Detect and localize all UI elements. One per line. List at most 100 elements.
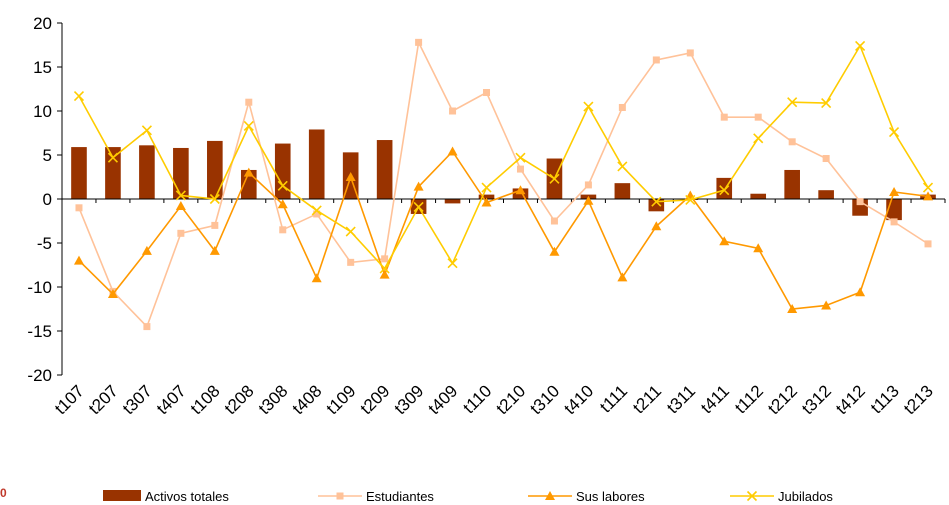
point-estudiantes bbox=[618, 103, 626, 111]
bar-activos-totales bbox=[478, 194, 495, 199]
x-tick-label: t408 bbox=[289, 381, 326, 418]
point-estudiantes bbox=[177, 229, 185, 237]
bar-activos-totales bbox=[207, 140, 223, 199]
x-tick-label: t312 bbox=[798, 381, 835, 418]
point-jubilados bbox=[447, 258, 458, 269]
legend-label-sus-labores: Sus labores bbox=[576, 489, 645, 504]
x-tick-label: t109 bbox=[323, 381, 360, 418]
point-sus-labores bbox=[175, 201, 186, 211]
y-tick-label: 20 bbox=[33, 14, 52, 33]
y-tick-label: 0 bbox=[43, 190, 52, 209]
x-tick-label: t207 bbox=[85, 381, 122, 418]
x-tick-label: t412 bbox=[832, 381, 869, 418]
point-estudiantes bbox=[788, 138, 796, 146]
point-jubilados bbox=[141, 125, 152, 136]
x-tick-label: t309 bbox=[391, 381, 428, 418]
x-tick-label: t311 bbox=[663, 381, 699, 417]
point-jubilados bbox=[685, 194, 696, 205]
point-jubilados bbox=[922, 182, 934, 193]
point-sus-labores bbox=[277, 199, 288, 209]
point-sus-labores bbox=[379, 269, 390, 279]
bar-activos-totales bbox=[614, 183, 631, 199]
line-jubilados bbox=[78, 44, 929, 270]
bar-activos-totales bbox=[274, 143, 291, 199]
point-estudiantes bbox=[381, 255, 389, 263]
point-jubilados bbox=[719, 185, 730, 196]
point-estudiantes bbox=[449, 107, 457, 115]
x-tick-label: t208 bbox=[221, 381, 258, 418]
point-jubilados bbox=[345, 226, 356, 237]
bar-activos-totales bbox=[444, 199, 461, 204]
x-tick-label: t308 bbox=[255, 381, 292, 418]
point-estudiantes bbox=[550, 217, 558, 225]
point-estudiantes bbox=[347, 258, 355, 266]
point-estudiantes bbox=[652, 56, 660, 64]
point-sus-labores bbox=[549, 246, 560, 256]
y-tick-label: -20 bbox=[27, 366, 52, 385]
point-estudiantes bbox=[856, 198, 864, 206]
point-jubilados bbox=[277, 180, 288, 191]
point-sus-labores bbox=[719, 236, 730, 246]
bar-activos-totales bbox=[784, 169, 800, 199]
x-tick-label: t107 bbox=[51, 381, 88, 418]
bar-activos-totales bbox=[71, 147, 87, 199]
x-tick-label: t212 bbox=[764, 381, 801, 418]
point-jubilados bbox=[549, 173, 560, 184]
point-jubilados bbox=[787, 97, 798, 108]
point-sus-labores bbox=[73, 255, 84, 265]
point-estudiantes bbox=[211, 221, 219, 229]
point-sus-labores bbox=[447, 146, 458, 156]
bar-activos-totales bbox=[376, 140, 393, 199]
point-sus-labores bbox=[923, 191, 934, 201]
point-sus-labores bbox=[311, 273, 322, 283]
point-jubilados bbox=[753, 133, 764, 144]
point-estudiantes bbox=[890, 218, 898, 226]
point-sus-labores bbox=[209, 245, 220, 255]
legend-label-activos-totales: Activos totales bbox=[145, 489, 229, 504]
line-estudiantes bbox=[78, 39, 929, 329]
y-tick-label: 15 bbox=[33, 58, 52, 77]
x-tick-label: t108 bbox=[187, 381, 224, 418]
point-jubilados bbox=[855, 40, 866, 51]
x-tick-label: t209 bbox=[357, 381, 394, 418]
point-jubilados bbox=[243, 120, 254, 132]
point-sus-labores bbox=[753, 243, 764, 253]
x-tick-label: t409 bbox=[425, 381, 462, 418]
point-estudiantes bbox=[516, 165, 524, 173]
point-sus-labores bbox=[583, 195, 594, 205]
legend-marker-estudiantes bbox=[336, 492, 344, 500]
point-estudiantes bbox=[313, 210, 321, 218]
point-estudiantes bbox=[686, 49, 694, 57]
point-jubilados bbox=[73, 90, 85, 102]
x-tick-label: t407 bbox=[153, 381, 190, 418]
point-jubilados bbox=[311, 205, 322, 216]
point-sus-labores bbox=[345, 172, 356, 181]
point-estudiantes bbox=[924, 240, 932, 248]
x-tick-label: t410 bbox=[560, 381, 597, 418]
point-jubilados bbox=[413, 201, 424, 212]
point-estudiantes bbox=[483, 89, 491, 97]
legend-label-jubilados: Jubilados bbox=[778, 489, 833, 504]
point-jubilados bbox=[888, 127, 900, 138]
bar-activos-totales bbox=[105, 147, 121, 199]
point-sus-labores bbox=[617, 272, 628, 282]
x-tick-label: t310 bbox=[526, 381, 563, 418]
bar-activos-totales bbox=[750, 193, 767, 199]
point-estudiantes bbox=[245, 98, 253, 106]
point-sus-labores bbox=[413, 181, 424, 191]
point-estudiantes bbox=[822, 155, 830, 163]
x-tick-label: t213 bbox=[900, 381, 937, 418]
point-jubilados bbox=[175, 190, 186, 201]
point-estudiantes bbox=[415, 38, 423, 46]
point-jubilados bbox=[515, 152, 526, 163]
legend-marker-sus-labores bbox=[545, 491, 555, 500]
x-tick-label: t411 bbox=[697, 381, 733, 417]
point-estudiantes bbox=[143, 323, 151, 331]
bar-activos-totales bbox=[818, 190, 834, 199]
y-tick-label: 10 bbox=[33, 102, 52, 121]
y-tick-label: -15 bbox=[27, 322, 52, 341]
point-jubilados bbox=[107, 152, 119, 163]
bar-activos-totales bbox=[139, 145, 155, 199]
x-tick-label: t211 bbox=[629, 381, 665, 417]
